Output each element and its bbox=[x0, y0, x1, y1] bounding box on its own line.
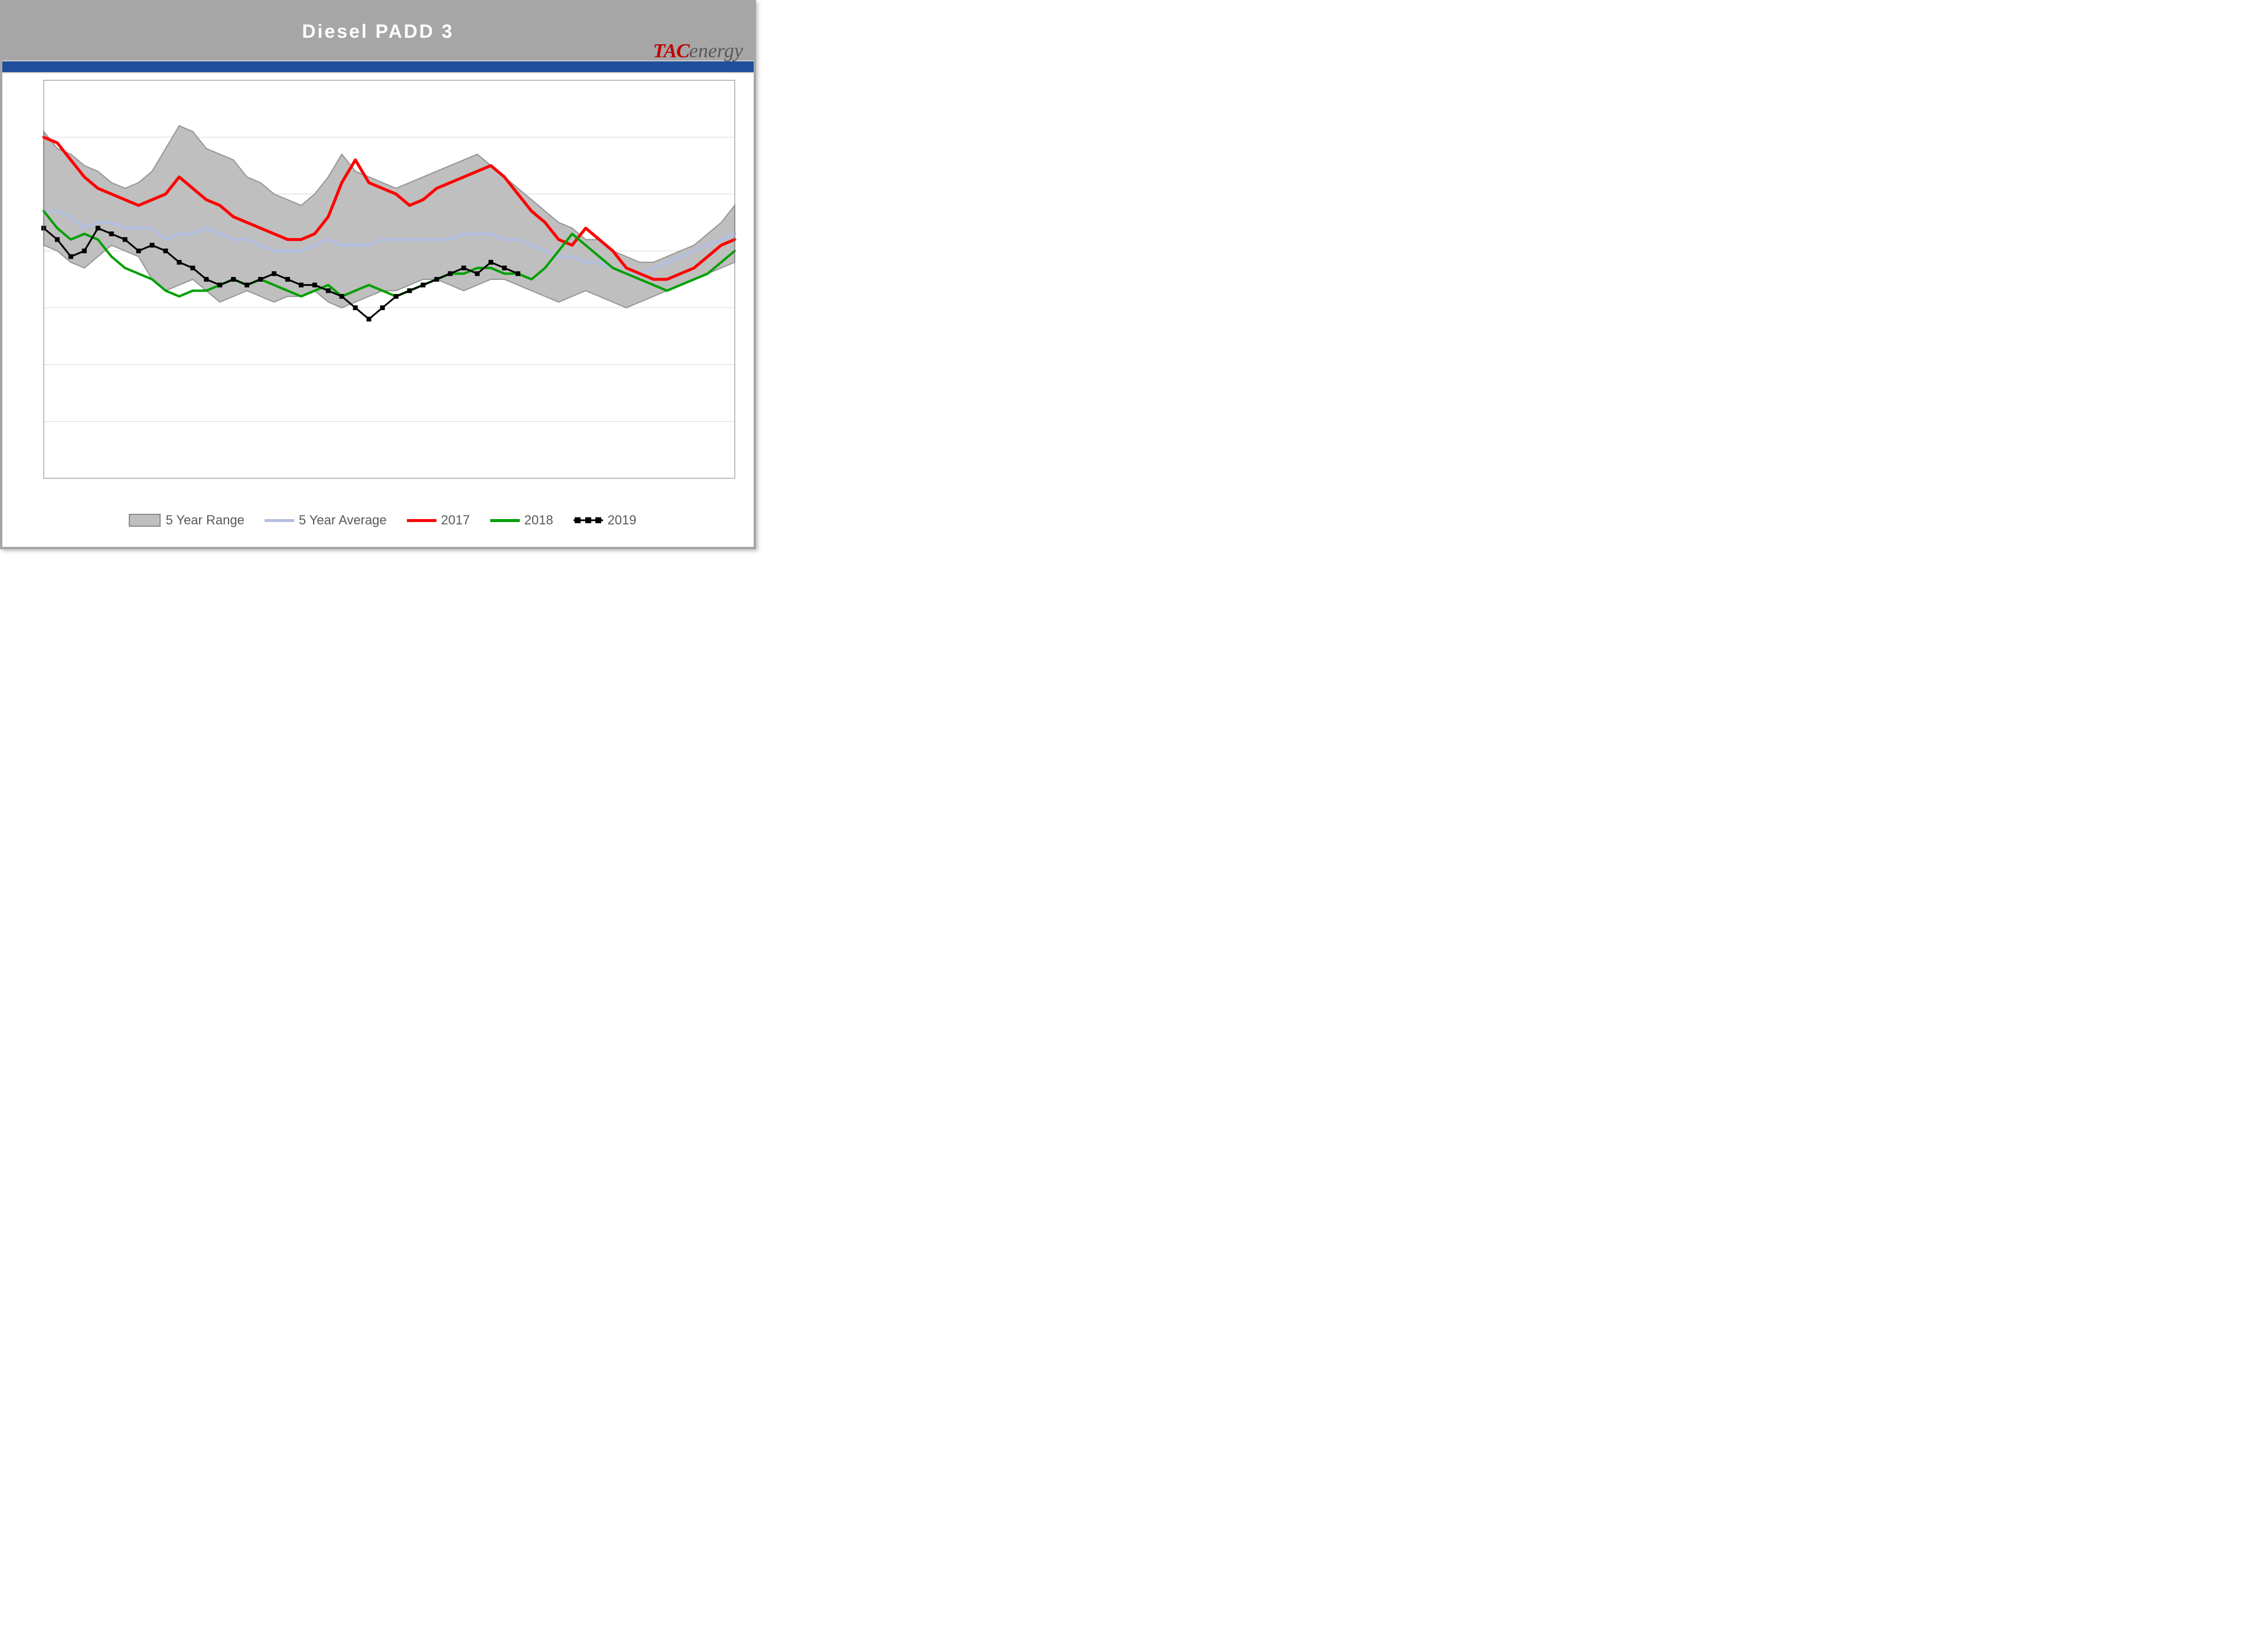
marker-swatch-icon bbox=[573, 516, 603, 524]
line-swatch-icon bbox=[407, 519, 436, 522]
brand-logo: TACenergy bbox=[653, 40, 744, 63]
logo-energy: energy bbox=[689, 40, 743, 62]
legend-item-2019: 2019 bbox=[573, 513, 637, 528]
chart-header: Diesel PADD 3 TACenergy bbox=[2, 2, 754, 60]
chart-title: Diesel PADD 3 bbox=[302, 21, 454, 43]
legend-item-2017: 2017 bbox=[407, 513, 470, 528]
line-swatch-icon bbox=[265, 519, 294, 522]
legend-label: 5 Year Average bbox=[299, 513, 387, 528]
header-accent-bar bbox=[2, 60, 754, 73]
legend-label: 5 Year Range bbox=[165, 513, 244, 528]
legend-item-range: 5 Year Range bbox=[129, 513, 244, 528]
plot-area: 5 Year Range 5 Year Average 2017 2018 20… bbox=[26, 77, 739, 529]
legend-label: 2018 bbox=[524, 513, 553, 528]
legend-item-avg: 5 Year Average bbox=[265, 513, 387, 528]
range-swatch-icon bbox=[129, 514, 161, 527]
legend-label: 2019 bbox=[608, 513, 637, 528]
line-chart bbox=[26, 77, 741, 508]
legend: 5 Year Range 5 Year Average 2017 2018 20… bbox=[26, 513, 739, 528]
chart-card: Diesel PADD 3 TACenergy 5 Year Range 5 Y… bbox=[0, 0, 756, 549]
line-swatch-icon bbox=[490, 519, 520, 522]
legend-item-2018: 2018 bbox=[490, 513, 553, 528]
logo-tac: TAC bbox=[653, 40, 689, 62]
legend-label: 2017 bbox=[441, 513, 470, 528]
